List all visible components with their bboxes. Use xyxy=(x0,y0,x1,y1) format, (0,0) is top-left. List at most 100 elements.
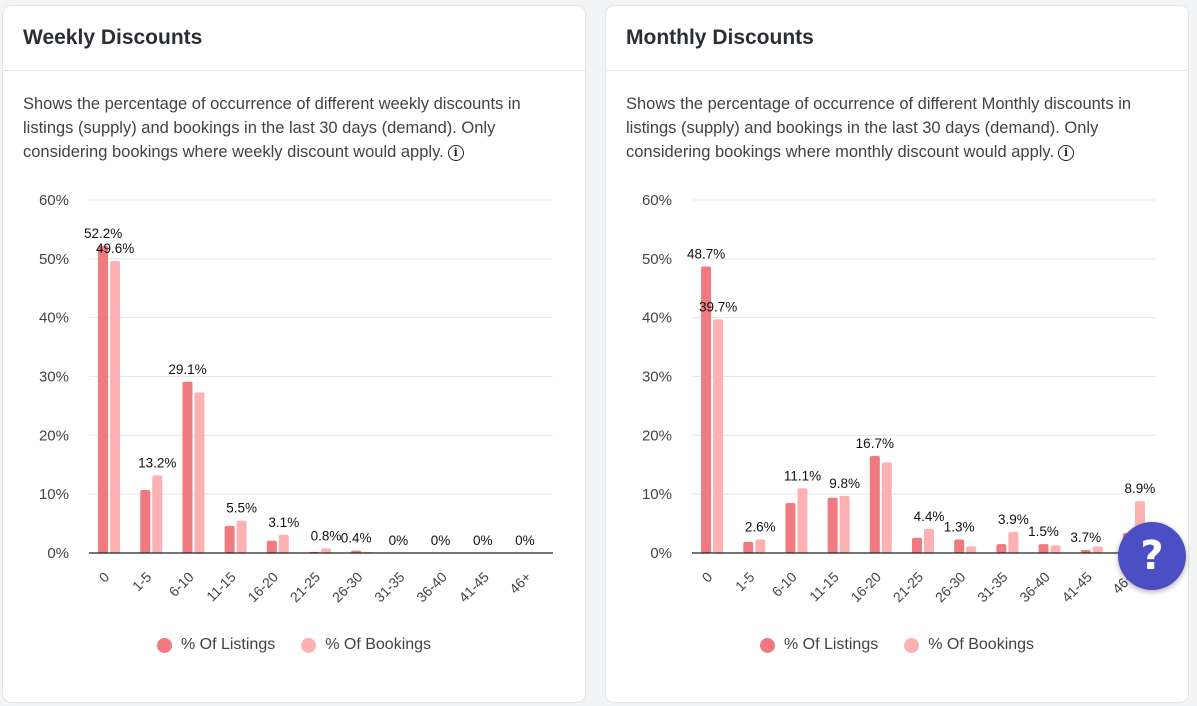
bar-bookings-26-30 xyxy=(966,546,977,553)
bar-listings-11-15 xyxy=(224,525,235,553)
help-button[interactable]: ? xyxy=(1118,522,1186,590)
data-label: 9.8% xyxy=(829,476,860,491)
data-label: 0% xyxy=(389,533,409,548)
bar-listings-6-10 xyxy=(182,381,193,553)
bar-listings-6-10 xyxy=(785,502,796,553)
data-label: 8.9% xyxy=(1125,481,1156,496)
bar-bookings-16-20 xyxy=(278,534,289,553)
x-tick-label: 26-30 xyxy=(932,568,969,605)
bar-bookings-0 xyxy=(713,319,724,553)
bar-bookings-6-10 xyxy=(194,392,205,553)
y-tick-label: 10% xyxy=(642,486,672,503)
y-tick-label: 40% xyxy=(642,310,672,327)
bar-bookings-11-15 xyxy=(839,495,850,553)
legend-item-bookings[interactable]: % Of Bookings xyxy=(904,636,1034,654)
chart-legend: % Of Listings % Of Bookings xyxy=(606,636,1188,654)
bar-listings-11-15 xyxy=(827,497,838,553)
card-title: Weekly Discounts xyxy=(23,26,203,49)
legend-item-bookings[interactable]: % Of Bookings xyxy=(301,636,431,654)
info-icon[interactable]: i xyxy=(1058,145,1075,161)
y-tick-label: 10% xyxy=(39,486,69,503)
y-tick-label: 60% xyxy=(39,192,69,209)
data-label: 5.5% xyxy=(226,501,257,516)
x-tick-label: 6-10 xyxy=(166,568,197,599)
y-tick-label: 50% xyxy=(39,251,69,268)
data-label: 4.4% xyxy=(914,509,945,524)
card-title: Monthly Discounts xyxy=(626,26,814,49)
bar-listings-16-20 xyxy=(869,455,880,553)
x-tick-label: 36-40 xyxy=(1016,568,1053,605)
card-header: Monthly Discounts xyxy=(606,6,1188,71)
x-tick-label: 1-5 xyxy=(732,568,758,594)
legend-item-listings[interactable]: % Of Listings xyxy=(156,636,275,654)
data-label: 39.7% xyxy=(699,299,737,314)
y-tick-label: 60% xyxy=(642,192,672,209)
monthly-discounts-chart: 0% 10% 20% 30% 40% 50% 60% 0 1-5 6-10 11-15 16-20 21… xyxy=(642,192,1156,605)
legend-swatch-bookings xyxy=(904,637,920,653)
monthly-discounts-card: Monthly Discounts Shows the percentage o… xyxy=(606,6,1188,702)
x-tick-label: 36-40 xyxy=(413,568,450,605)
bar-bookings-6-10 xyxy=(797,488,808,553)
weekly-discounts-chart: 0% 10% 20% 30% 40% 50% 60% 0 1-5 6-10 11-15 16-20 21… xyxy=(39,192,553,605)
bar-listings-1-5 xyxy=(743,541,754,553)
x-tick-label: 6-10 xyxy=(769,568,800,599)
bar-bookings-11-15 xyxy=(236,520,247,553)
chart-legend: % Of Listings % Of Bookings xyxy=(3,636,585,654)
y-tick-label: 20% xyxy=(39,427,69,444)
data-label: 3.1% xyxy=(268,515,299,530)
x-tick-label: 16-20 xyxy=(244,568,281,605)
bar-listings-0 xyxy=(98,245,109,553)
bar-listings-36-40 xyxy=(1038,544,1049,553)
bar-bookings-1-5 xyxy=(152,475,163,553)
data-label: 13.2% xyxy=(138,455,176,470)
y-tick-label: 40% xyxy=(39,310,69,327)
bar-bookings-0 xyxy=(110,261,121,553)
y-tick-label: 0% xyxy=(47,545,69,562)
bar-listings-26-30 xyxy=(954,539,965,553)
bar-bookings-31-35 xyxy=(1008,531,1019,553)
legend-swatch-bookings xyxy=(301,637,317,653)
y-tick-label: 30% xyxy=(642,369,672,386)
data-label: 2.6% xyxy=(745,519,776,534)
bar-bookings-16-20 xyxy=(881,462,892,553)
info-icon[interactable]: i xyxy=(447,145,464,161)
card-description: Shows the percentage of occurrence of di… xyxy=(23,92,571,164)
y-tick-label: 20% xyxy=(642,427,672,444)
x-tick-label: 21-25 xyxy=(890,568,927,605)
bar-listings-16-20 xyxy=(266,540,277,553)
bar-bookings-21-25 xyxy=(924,528,934,553)
data-label: 49.6% xyxy=(96,241,134,256)
description-text: Shows the percentage of occurrence of di… xyxy=(23,95,521,161)
data-label: 52.2% xyxy=(84,226,122,241)
x-tick-label: 31-35 xyxy=(371,568,408,605)
x-tick-label: 26-30 xyxy=(329,568,366,605)
data-label: 0.8% xyxy=(311,528,342,543)
legend-label-bookings: % Of Bookings xyxy=(928,636,1035,653)
weekly-discounts-card: Weekly Discounts Shows the percentage of… xyxy=(3,6,585,702)
x-tick-label: 31-35 xyxy=(974,568,1011,605)
data-label: 1.3% xyxy=(944,519,975,534)
x-tick-label: 41-45 xyxy=(1058,568,1095,605)
bar-listings-31-35 xyxy=(996,544,1007,553)
data-label: 0.4% xyxy=(341,531,372,546)
data-label: 0% xyxy=(431,533,451,548)
x-tick-label: 11-15 xyxy=(203,568,239,604)
x-tick-label: 1-5 xyxy=(129,568,155,594)
data-label: 0% xyxy=(473,533,493,548)
card-header: Weekly Discounts xyxy=(3,6,585,71)
x-tick-label: 46+ xyxy=(506,569,534,597)
bar-listings-21-25 xyxy=(912,537,922,553)
x-tick-label: 41-45 xyxy=(455,568,492,605)
legend-item-listings[interactable]: % Of Listings xyxy=(759,636,878,654)
legend-swatch-listings xyxy=(759,637,775,653)
legend-swatch-listings xyxy=(156,637,172,653)
bar-listings-0 xyxy=(701,266,712,553)
bar-bookings-21-25 xyxy=(321,548,331,553)
legend-label-bookings: % Of Bookings xyxy=(325,636,432,653)
bar-listings-41-45 xyxy=(1080,550,1091,553)
data-label: 16.7% xyxy=(856,436,894,451)
data-label: 1.5% xyxy=(1028,524,1059,539)
y-tick-label: 30% xyxy=(39,369,69,386)
bar-bookings-36-40 xyxy=(1050,545,1061,553)
bar-bookings-41-45 xyxy=(1092,546,1103,553)
